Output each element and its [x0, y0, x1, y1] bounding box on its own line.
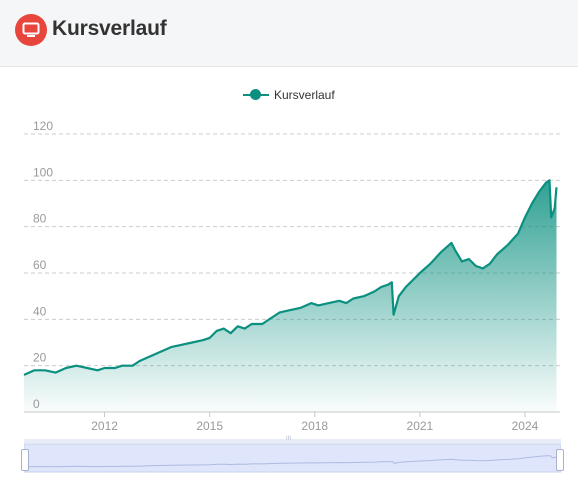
y-tick-label: 80	[33, 212, 47, 226]
page-header: Kursverlauf	[0, 0, 578, 67]
monitor-icon	[15, 14, 47, 46]
legend-label: Kursverlauf	[274, 88, 335, 102]
y-tick-label: 60	[33, 258, 47, 272]
y-tick-label: 120	[33, 119, 53, 133]
chart-legend[interactable]: Kursverlauf	[243, 86, 335, 104]
x-tick-label: 2024	[512, 419, 539, 433]
x-tick-label: 2015	[196, 419, 223, 433]
legend-marker-icon	[243, 86, 269, 104]
y-tick-label: 20	[33, 351, 47, 365]
x-tick-label: 2021	[407, 419, 434, 433]
data-zoom-slider[interactable]: III	[21, 436, 564, 476]
slider-handle-left[interactable]	[21, 449, 29, 471]
y-tick-label: 0	[33, 397, 40, 411]
page-title: Kursverlauf	[52, 17, 167, 40]
price-line	[23, 179, 558, 376]
price-area	[24, 180, 557, 412]
y-tick-label: 100	[33, 165, 53, 179]
x-tick-label: 2018	[301, 419, 328, 433]
y-tick-label: 40	[33, 304, 47, 318]
slider-drag-handle[interactable]: III	[286, 436, 292, 442]
x-tick-label: 2012	[91, 419, 118, 433]
price-chart[interactable]: 0 20 40 60 80 100 120 2012 2015 2018 2021 2024	[0, 110, 578, 436]
slider-handle-right[interactable]	[556, 449, 564, 471]
